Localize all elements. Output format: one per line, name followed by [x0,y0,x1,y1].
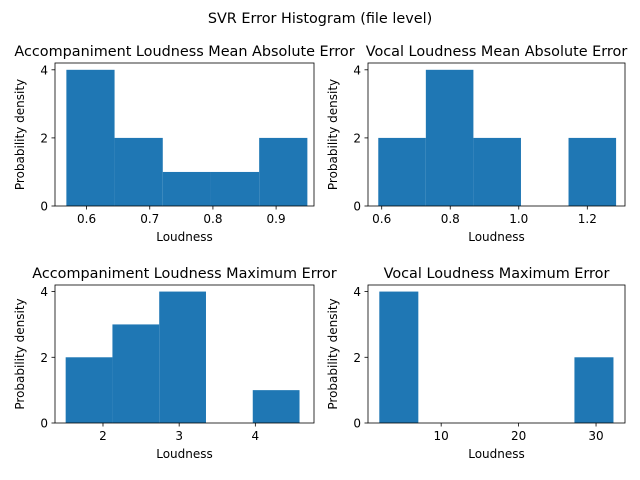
x-tick-label: 1.0 [509,212,528,226]
histogram-bar [378,137,426,206]
histogram-bar [162,171,211,206]
histogram-bar [259,137,308,206]
subplot-accompaniment-mean-abs-error: 0.6 0.7 0.8 0.9 0 2 4 Loudness Probability densi… [13,44,355,244]
y-tick-label: 0 [353,200,361,214]
x-tick-label: 4 [252,429,260,443]
axes-frame [54,284,315,424]
bars [65,291,300,423]
histogram-bar [574,357,614,423]
y-tick-label: 0 [40,200,48,214]
y-tick-label: 0 [353,417,361,431]
axes-frame [367,284,626,424]
histogram-bar [425,69,474,206]
x-tick-label: 2 [99,429,107,443]
y-tick-label: 2 [40,351,48,365]
x-axis-label: Loudness [468,447,525,461]
subplot-vocal-max-error: 10 20 30 0 2 4 Loudness Probability density Voca… [326,266,626,461]
x-tick-label: 3 [175,429,183,443]
x-tick-label: 20 [511,429,526,443]
y-axis-label: Probability density [13,298,27,409]
y-axis-label: Probability density [13,79,27,190]
subplot-title: Accompaniment Loudness Maximum Error [32,266,337,282]
y-tick-label: 2 [353,351,361,365]
subplot-title: Accompaniment Loudness Mean Absolute Err… [14,44,354,60]
bars [378,69,617,206]
y-tick-label: 4 [353,285,361,299]
histogram-bar [65,357,113,423]
subplot-vocal-mean-abs-error: 0.6 0.8 1.0 1.2 0 2 4 Loudness Probability densi… [326,44,627,244]
x-tick-label: 1.2 [578,212,597,226]
x-tick-label: 30 [588,429,603,443]
subplot-accompaniment-max-error: 2 3 4 0 2 4 Loudness Probability density Accompa… [13,266,337,461]
histogram-bar [252,390,300,423]
y-tick-label: 0 [40,417,48,431]
y-tick-label: 4 [40,63,48,77]
y-axis-label: Probability density [326,298,340,409]
x-tick-label: 0.6 [77,212,96,226]
axes-frame [367,62,626,207]
histogram-bar [568,137,617,206]
x-tick-label: 10 [434,429,449,443]
bars [379,291,614,423]
figure-suptitle: SVR Error Histogram (file level) [208,11,432,27]
x-axis-label: Loudness [156,447,213,461]
x-tick-label: 0.8 [203,212,222,226]
x-axis-label: Loudness [468,230,525,244]
x-axis-label: Loudness [156,230,213,244]
y-tick-label: 4 [40,285,48,299]
histogram-bar [473,137,521,206]
y-tick-label: 4 [353,63,361,77]
x-tick-label: 0.9 [267,212,286,226]
bars [66,69,308,206]
histogram-bar [379,291,419,423]
y-tick-label: 2 [40,131,48,145]
histogram-bar [159,291,206,423]
subplot-title: Vocal Loudness Maximum Error [384,266,610,282]
axes-frame [54,62,315,207]
histogram-bar [210,171,260,206]
histogram-bar [66,69,115,206]
histogram-bar [114,137,163,206]
x-tick-label: 0.7 [140,212,159,226]
x-tick-label: 0.8 [441,212,460,226]
y-tick-label: 2 [353,131,361,145]
histogram-bar [112,324,160,423]
x-tick-label: 0.6 [372,212,391,226]
subplot-title: Vocal Loudness Mean Absolute Error [366,44,628,60]
y-axis-label: Probability density [326,79,340,190]
